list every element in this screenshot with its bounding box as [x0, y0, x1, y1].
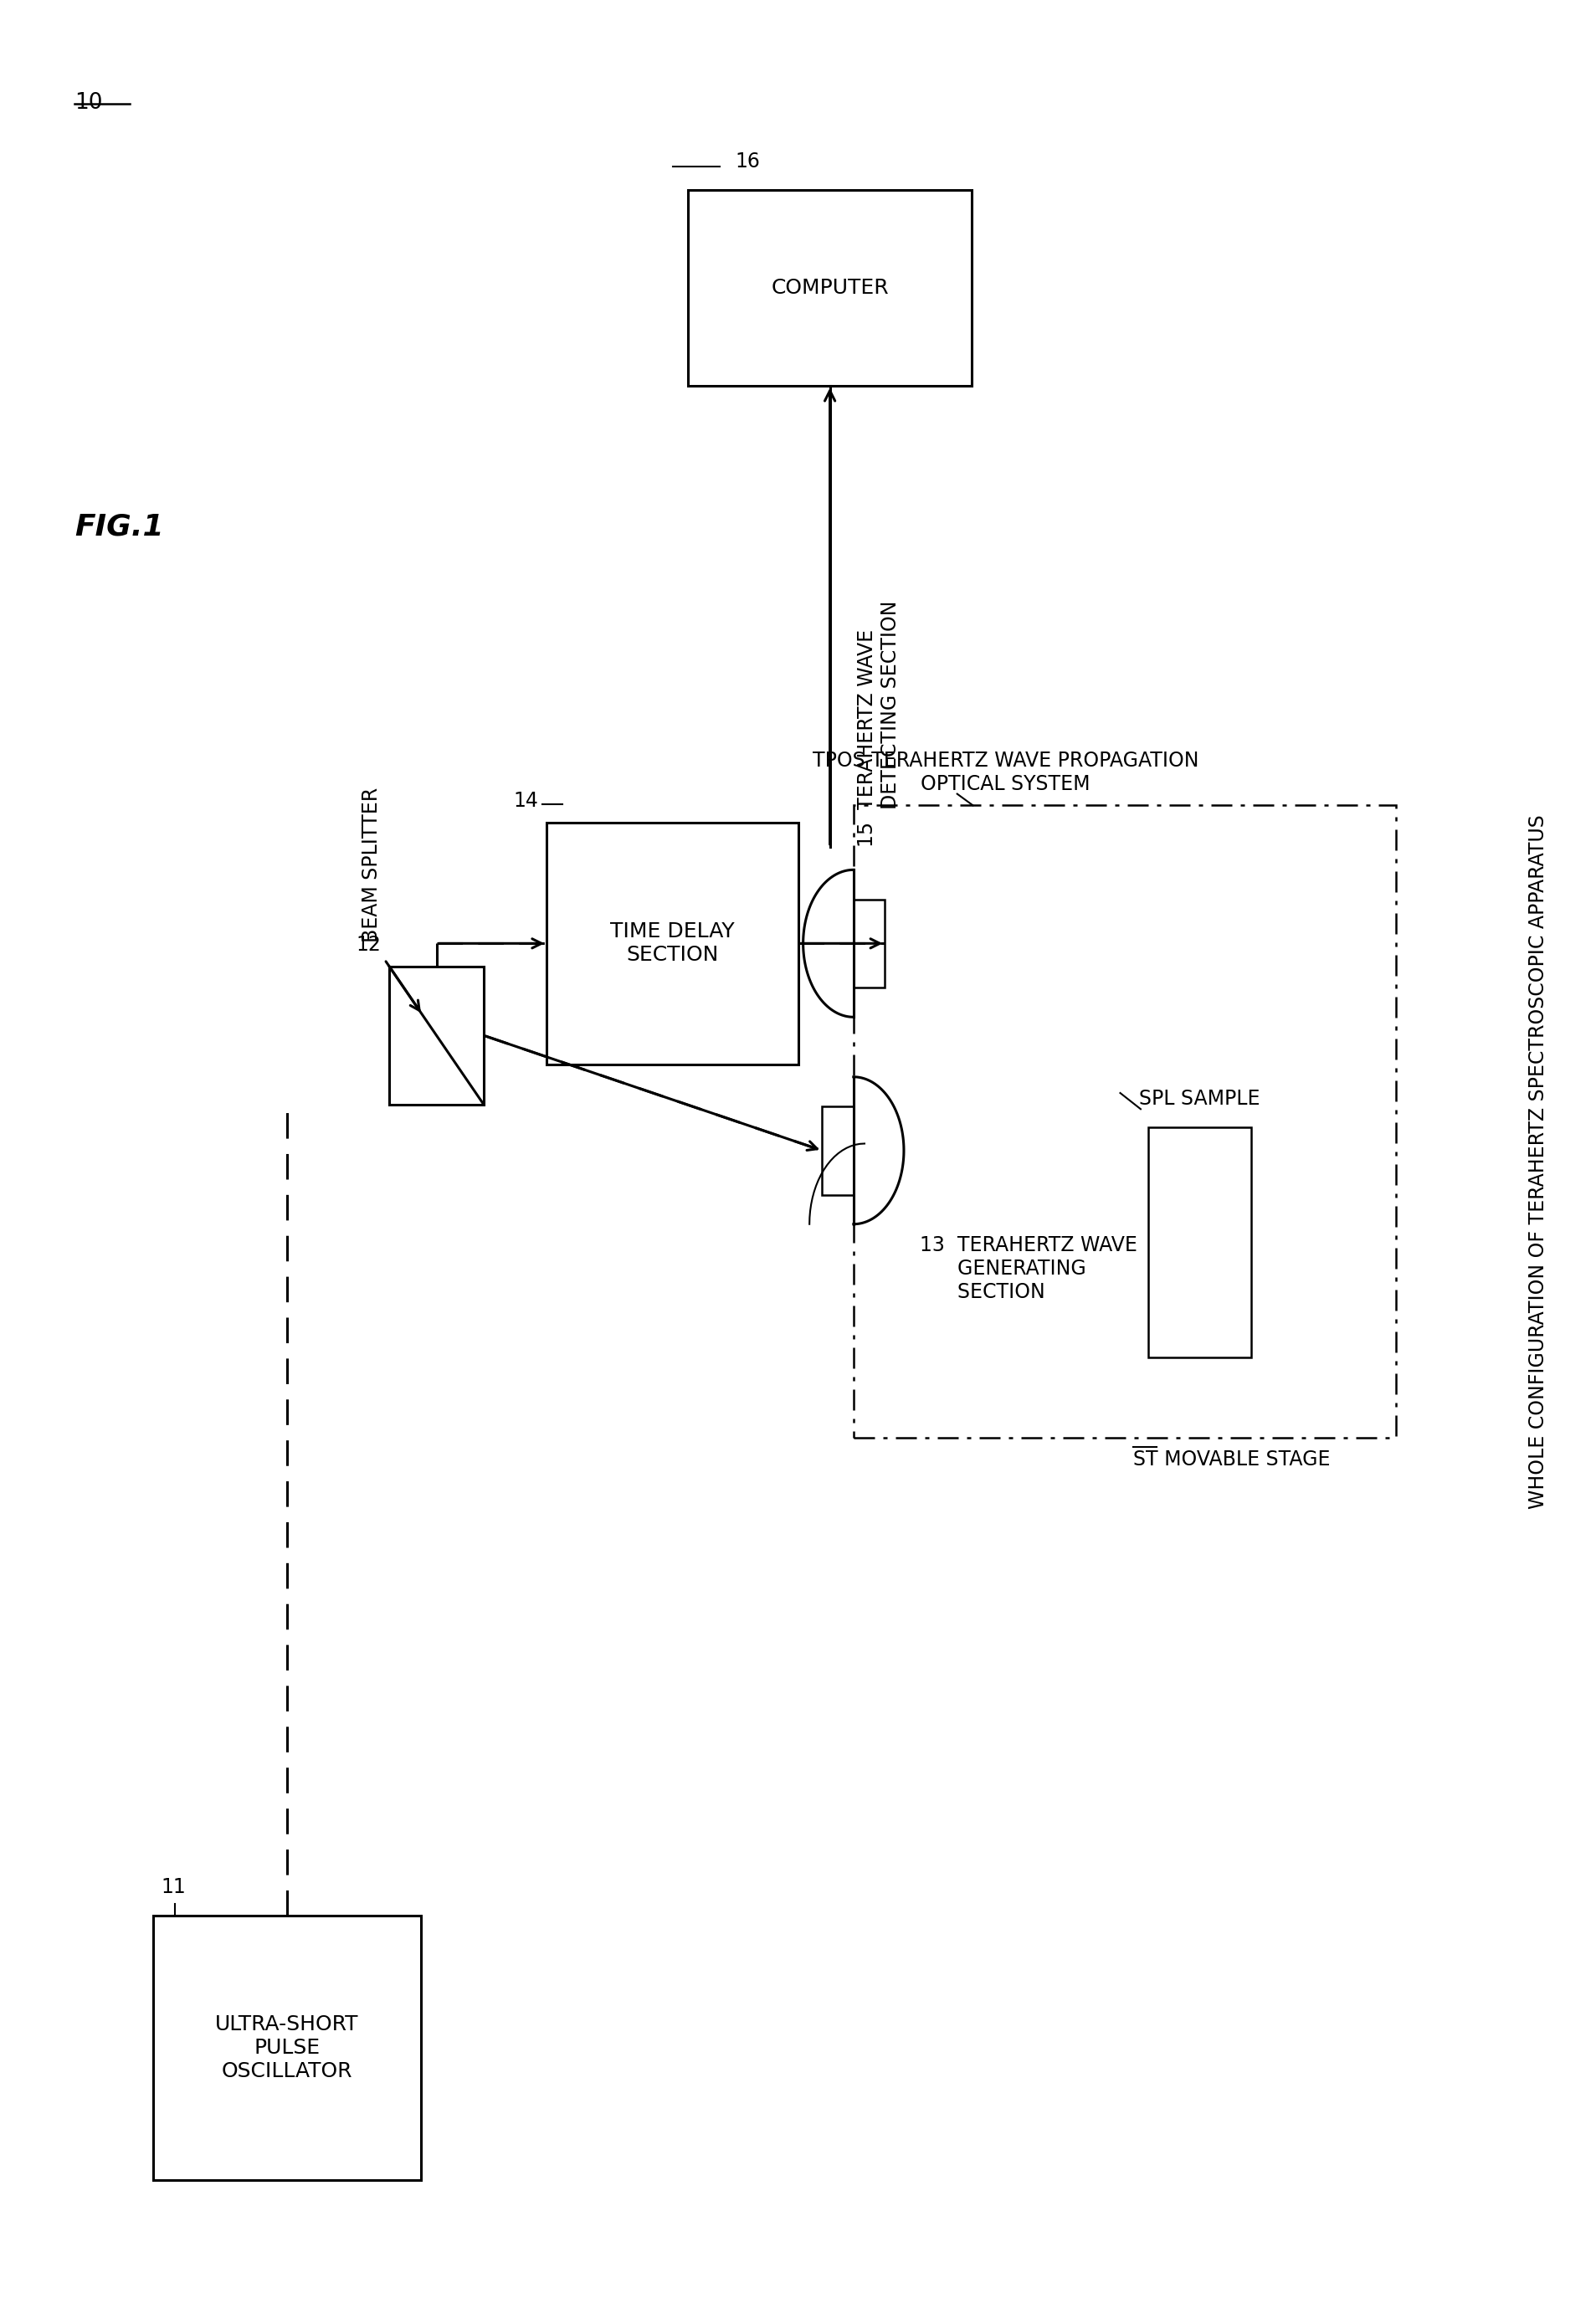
Bar — [822, 1106, 852, 1195]
Text: TPOS TERAHERTZ WAVE PROPAGATION
OPTICAL SYSTEM: TPOS TERAHERTZ WAVE PROPAGATION OPTICAL … — [812, 751, 1199, 795]
Bar — [688, 191, 970, 386]
Text: FIG.1: FIG.1 — [75, 511, 164, 541]
Bar — [1148, 1127, 1250, 1357]
Text: TIME DELAY
SECTION: TIME DELAY SECTION — [610, 923, 734, 964]
Text: COMPUTER: COMPUTER — [771, 277, 889, 297]
Text: ULTRA-SHORT
PULSE
OSCILLATOR: ULTRA-SHORT PULSE OSCILLATOR — [215, 2015, 359, 2080]
Bar — [852, 899, 884, 988]
Text: 10: 10 — [75, 93, 102, 114]
Text: WHOLE CONFIGURATION OF TERAHERTZ SPECTROSCOPIC APPARATUS: WHOLE CONFIGURATION OF TERAHERTZ SPECTRO… — [1527, 816, 1547, 1508]
Bar — [389, 967, 484, 1104]
Text: SPL SAMPLE: SPL SAMPLE — [1138, 1090, 1259, 1109]
Text: 16: 16 — [736, 151, 760, 172]
Text: 12: 12 — [356, 934, 381, 955]
Text: 15  TERAHERTZ WAVE
      DETECTING SECTION: 15 TERAHERTZ WAVE DETECTING SECTION — [857, 600, 900, 846]
Text: ST MOVABLE STAGE: ST MOVABLE STAGE — [1132, 1450, 1329, 1469]
Bar — [153, 1915, 420, 2180]
Bar — [852, 806, 1395, 1439]
Text: 13  TERAHERTZ WAVE
      GENERATING
      SECTION: 13 TERAHERTZ WAVE GENERATING SECTION — [919, 1236, 1136, 1301]
Text: BEAM SPLITTER: BEAM SPLITTER — [361, 788, 381, 955]
Text: 11: 11 — [161, 1878, 185, 1896]
Bar — [546, 823, 798, 1064]
Text: 14: 14 — [514, 790, 538, 811]
